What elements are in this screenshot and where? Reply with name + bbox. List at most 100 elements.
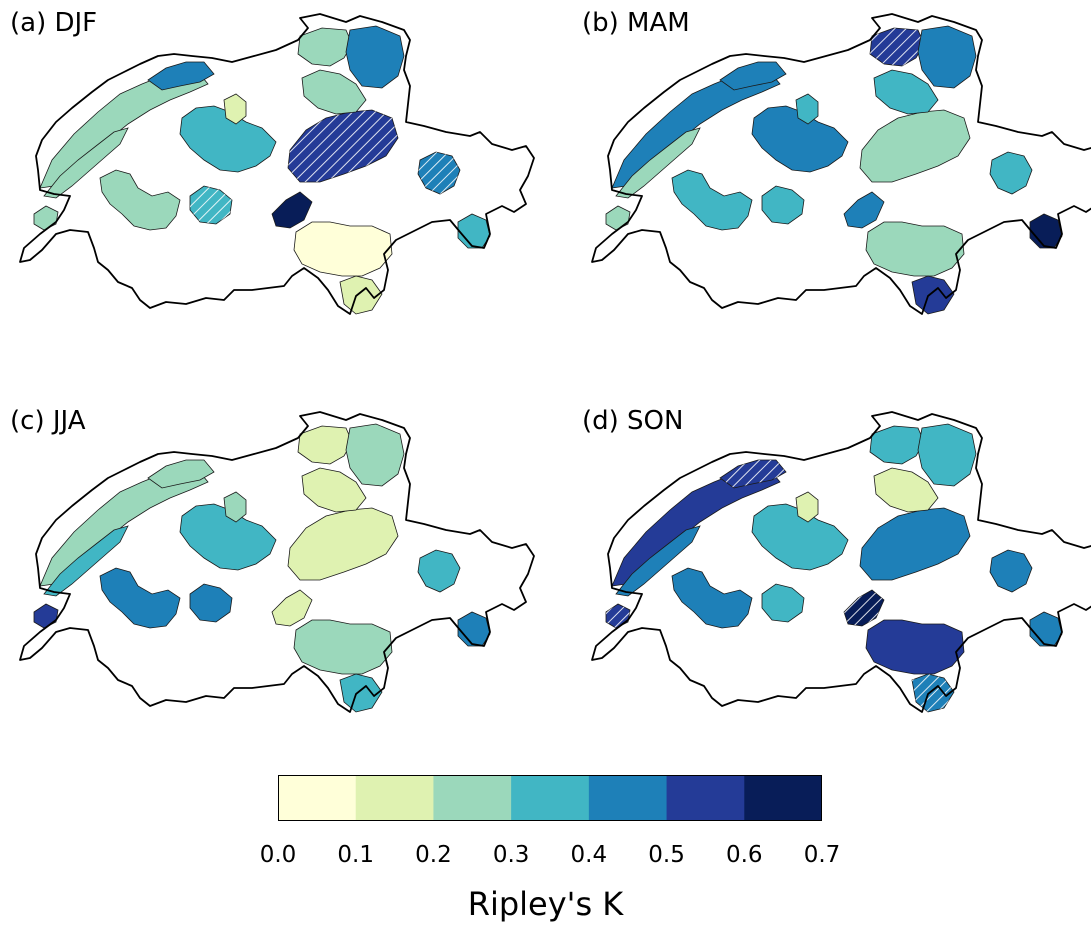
catchment-regions — [605, 423, 1063, 713]
catchment-rhine-c — [873, 69, 939, 115]
catchment-graubuenden — [417, 549, 461, 593]
catchment-uri — [843, 191, 885, 229]
catchment-plateau-ce — [795, 93, 819, 125]
hatch-emme — [190, 186, 232, 224]
catchment-jura-s — [615, 127, 701, 199]
colorbar — [278, 775, 822, 821]
catchment-jura-s — [43, 127, 129, 199]
catchment-jura-ne — [147, 61, 215, 91]
catchment-rhine-c — [301, 69, 367, 115]
hatch-graubuenden — [418, 152, 460, 194]
catchment-engadin — [1029, 213, 1063, 249]
colorbar-tick-label: 0.1 — [337, 842, 374, 868]
colorbar-tick-label: 0.7 — [803, 842, 841, 868]
switzerland-map-son — [591, 411, 1091, 713]
hatch-sopra — [912, 674, 954, 712]
colorbar-tick-label: 0.4 — [570, 842, 608, 868]
catchment-north-a — [297, 425, 353, 465]
catchment-uri — [271, 191, 313, 229]
catchment-rhine-c — [301, 467, 367, 513]
catchment-plateau-ce — [223, 93, 247, 125]
catchment-uri — [271, 589, 313, 627]
switzerland-border — [19, 13, 535, 315]
colorbar-tick-label: 0.6 — [725, 842, 763, 868]
hatch-uri — [844, 590, 884, 626]
colorbar-segment — [433, 775, 512, 821]
hatch-reuss — [288, 110, 398, 182]
catchment-plateau-w — [99, 567, 181, 629]
colorbar-segment — [744, 775, 822, 821]
switzerland-map-mam — [591, 13, 1091, 315]
catchment-graubuenden — [989, 549, 1033, 593]
colorbar-frame — [278, 775, 822, 821]
colorbar-segment — [511, 775, 590, 821]
catchment-jura-ne — [719, 61, 787, 91]
catchment-reuss — [859, 109, 971, 183]
catchment-plateau-c — [179, 105, 277, 173]
catchment-plateau-ce — [795, 491, 819, 523]
hatch-north-a — [870, 28, 924, 66]
catchment-plateau-w — [671, 567, 753, 629]
catchment-plateau-w — [671, 169, 753, 231]
colorbar-segment — [278, 775, 357, 821]
panel-label: (b) MAM — [582, 8, 690, 38]
colorbar-tick-label: 0.5 — [648, 842, 685, 868]
switzerland-map-jja — [19, 411, 535, 713]
catchment-regions — [33, 423, 491, 713]
switzerland-border — [19, 411, 535, 713]
catchment-jura-ne — [147, 459, 215, 489]
catchment-emme — [761, 583, 805, 623]
switzerland-border — [591, 13, 1091, 315]
catchment-engadin — [457, 611, 491, 647]
catchment-plateau-ce — [223, 491, 247, 523]
colorbar-tick-label: 0.0 — [259, 842, 297, 868]
catchment-sopra — [339, 673, 383, 713]
panel-son: (d) SON — [572, 398, 1091, 738]
catchment-ticino — [865, 221, 965, 277]
panel-mam: (b) MAM — [572, 0, 1091, 340]
catchment-regions — [33, 25, 491, 315]
catchment-north-a — [297, 27, 353, 67]
colorbar-segment — [588, 775, 668, 821]
catchment-sopra — [911, 275, 955, 315]
catchment-reuss — [859, 507, 971, 581]
catchment-ticino — [293, 221, 393, 277]
catchment-rhine-c — [873, 467, 939, 513]
catchment-plateau-c — [751, 105, 849, 173]
catchment-graubuenden — [989, 151, 1033, 195]
catchment-valais-w — [605, 205, 631, 231]
catchment-engadin — [1029, 611, 1063, 647]
catchment-jura-s — [43, 525, 129, 597]
catchment-north-b — [917, 25, 977, 89]
switzerland-map-djf — [19, 13, 535, 315]
switzerland-border — [591, 411, 1091, 713]
catchment-valais-w — [33, 205, 59, 231]
colorbar-title: Ripley's K — [467, 885, 624, 923]
catchment-plateau-w — [99, 169, 181, 231]
catchment-valais-w — [33, 603, 59, 629]
catchment-engadin — [457, 213, 491, 249]
catchment-plateau-c — [751, 503, 849, 571]
colorbar-segment — [666, 775, 745, 821]
catchment-regions — [605, 25, 1063, 315]
catchment-north-a — [869, 425, 925, 465]
colorbar-tick-label: 0.3 — [492, 842, 530, 868]
catchment-jura-s — [615, 525, 701, 597]
colorbar-segment — [355, 775, 434, 821]
hatch-jura-ne — [720, 460, 786, 488]
panel-label: (a) DJF — [10, 8, 98, 38]
panel-djf: (a) DJF — [0, 0, 540, 340]
catchment-ticino — [865, 619, 965, 675]
catchment-plateau-c — [179, 503, 277, 571]
colorbar-tick-label: 0.2 — [415, 842, 452, 868]
catchment-ticino — [293, 619, 393, 675]
catchment-reuss — [287, 507, 399, 581]
catchment-emme — [189, 583, 233, 623]
catchment-sopra — [339, 275, 383, 315]
panel-label: (c) JJA — [10, 406, 86, 436]
catchment-north-b — [345, 25, 405, 89]
catchment-emme — [761, 185, 805, 225]
panel-label: (d) SON — [582, 406, 684, 436]
panel-jja: (c) JJA — [0, 398, 540, 738]
catchment-north-b — [345, 423, 405, 487]
